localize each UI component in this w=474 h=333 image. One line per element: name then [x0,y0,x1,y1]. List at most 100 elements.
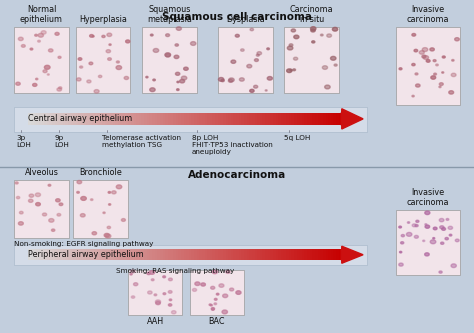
Circle shape [216,293,219,295]
Bar [42,249,45,260]
Circle shape [436,64,438,66]
Bar [141,249,145,260]
Bar [76,113,79,125]
Circle shape [445,237,448,240]
Bar [81,249,84,260]
Bar [39,249,42,260]
Bar [338,249,342,260]
Text: 5q LOH: 5q LOH [284,135,311,141]
Bar [212,249,216,260]
Circle shape [80,66,83,68]
Bar [131,113,134,125]
Circle shape [228,79,233,82]
Bar [102,113,105,125]
Circle shape [290,69,292,71]
Circle shape [146,76,148,78]
Circle shape [221,79,224,82]
Circle shape [442,227,446,230]
Circle shape [41,31,46,34]
Bar [263,113,265,125]
Circle shape [165,54,170,57]
Bar [68,113,71,125]
Bar [310,249,313,260]
Circle shape [57,88,62,91]
Bar [34,113,37,125]
Bar [89,249,92,260]
Circle shape [90,35,93,37]
Circle shape [209,304,211,305]
Bar [218,113,221,125]
Circle shape [214,303,217,305]
Text: 9p
LOH: 9p LOH [55,135,69,148]
Bar [268,249,271,260]
Bar [205,113,208,125]
Bar [205,249,208,260]
Bar [202,249,205,260]
Bar [286,113,289,125]
Bar [318,249,321,260]
Bar [294,113,297,125]
Bar [120,249,124,260]
Bar [326,113,328,125]
Circle shape [214,298,217,300]
Circle shape [210,286,215,289]
Bar [165,249,168,260]
Bar [136,113,139,125]
Bar [181,249,184,260]
Text: Bronchiole: Bronchiole [79,168,122,177]
Bar [152,113,155,125]
Bar [120,113,124,125]
Bar [110,113,113,125]
Bar [307,113,310,125]
Circle shape [223,294,228,298]
Bar [170,249,173,260]
Circle shape [89,62,93,65]
Circle shape [174,55,179,59]
Circle shape [76,78,81,81]
Bar [236,113,239,125]
Text: Normal
epithelium: Normal epithelium [20,5,63,24]
Bar [163,249,165,260]
Circle shape [183,67,188,70]
Circle shape [236,291,241,294]
Bar [265,249,268,260]
Bar [255,113,258,125]
Circle shape [425,253,429,256]
Bar [173,249,176,260]
Bar [149,249,153,260]
Bar [228,113,231,125]
Bar [186,113,189,125]
Bar [239,113,242,125]
Circle shape [48,184,51,186]
Circle shape [33,83,37,86]
Bar [115,113,118,125]
Circle shape [219,78,224,81]
Bar [323,249,326,260]
Text: Smoking: RAS signaling pathway: Smoking: RAS signaling pathway [116,268,234,274]
Circle shape [293,69,295,71]
Bar [190,270,244,315]
Circle shape [153,79,155,81]
Bar [57,113,61,125]
Text: Peripheral airway epithelium: Peripheral airway epithelium [28,250,144,259]
Circle shape [109,44,111,45]
Bar [152,249,155,260]
Bar [107,249,110,260]
Circle shape [175,72,180,75]
Bar [142,27,197,93]
Circle shape [455,239,459,242]
Circle shape [419,51,424,54]
Circle shape [412,34,416,36]
Bar [118,113,121,125]
Bar [257,249,260,260]
Bar [312,113,316,125]
Bar [315,113,318,125]
Circle shape [455,38,459,41]
Circle shape [169,299,172,301]
Bar [215,113,218,125]
Bar [223,249,226,260]
Bar [263,249,265,260]
Bar [71,113,73,125]
Circle shape [415,73,418,75]
Circle shape [425,211,430,214]
